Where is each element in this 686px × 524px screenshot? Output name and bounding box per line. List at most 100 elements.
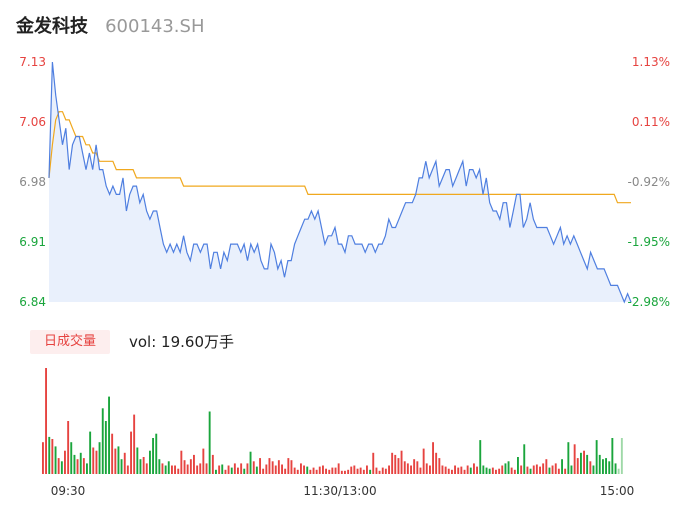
volume-bar — [473, 463, 475, 474]
volume-bar — [542, 463, 545, 474]
volume-bar — [290, 460, 293, 474]
volume-bar — [598, 454, 601, 474]
volume-bar — [48, 436, 51, 474]
volume-bar — [523, 444, 526, 474]
volume-bar — [199, 463, 202, 474]
volume-bar — [293, 467, 296, 474]
volume-bar — [328, 469, 331, 474]
volume-bar — [447, 468, 450, 474]
volume-bar — [149, 450, 151, 474]
volume-bar — [422, 448, 425, 474]
average-price-line — [48, 111, 631, 204]
volume-bar — [469, 467, 472, 474]
volume-bar — [441, 465, 444, 474]
volume-bar — [322, 465, 324, 474]
volume-bar — [488, 468, 491, 474]
volume-bar — [243, 468, 246, 474]
volume-bar — [318, 466, 321, 474]
volume-bar — [438, 458, 441, 474]
volume-bar — [262, 468, 265, 474]
volume-bar — [564, 468, 567, 474]
volume-bar — [605, 458, 607, 474]
volume-bar — [73, 454, 76, 474]
volume-bar — [517, 457, 519, 474]
volume-bar — [586, 454, 589, 474]
volume-bar — [567, 442, 570, 474]
volume-bar — [557, 468, 560, 474]
volume-bar — [337, 463, 340, 474]
volume-bar — [384, 468, 387, 474]
volume-bar — [620, 438, 623, 474]
stock-code: 600143.SH — [105, 16, 205, 37]
y-tick-label-right: -1.95% — [628, 235, 670, 249]
volume-bar — [76, 459, 79, 474]
volume-bar — [167, 461, 170, 474]
volume-bar — [218, 465, 221, 474]
volume-bar — [180, 450, 183, 474]
volume-bar — [161, 463, 164, 474]
volume-bar — [265, 464, 268, 474]
volume-bar — [614, 463, 617, 474]
volume-bar — [507, 461, 510, 474]
volume-bar — [136, 447, 139, 474]
volume-bar — [410, 465, 412, 474]
volume-bar — [126, 465, 129, 474]
volume-bar — [325, 468, 327, 474]
volume-bar — [277, 460, 280, 474]
volume-bar — [152, 438, 154, 474]
volume-bar — [413, 459, 416, 474]
volume-bar — [171, 465, 173, 474]
volume-bar — [416, 461, 419, 474]
y-tick-label-right: 1.13% — [632, 55, 670, 69]
volume-bar — [271, 461, 274, 474]
volume-bar — [570, 465, 573, 474]
volume-bar — [548, 467, 551, 474]
volume-bar — [347, 469, 350, 474]
y-tick-label-left: 6.98 — [19, 175, 46, 189]
volume-bar — [388, 465, 390, 474]
volume-bar — [611, 438, 614, 474]
volume-bar — [193, 454, 195, 474]
price-line — [48, 61, 632, 304]
volume-bar — [227, 465, 230, 474]
volume-bar — [501, 465, 504, 474]
volume-bar — [92, 447, 95, 474]
volume-bar — [539, 466, 541, 474]
volume-bar — [196, 465, 199, 474]
volume-bar — [340, 470, 343, 474]
volume-bar — [202, 448, 205, 474]
volume-bar — [331, 467, 334, 474]
volume-bar — [42, 442, 44, 474]
volume-bar — [296, 469, 299, 474]
volume-bar — [554, 463, 557, 474]
volume-bar — [406, 463, 409, 474]
volume-bar — [51, 439, 54, 474]
volume-bar — [208, 411, 211, 474]
volume-bar — [86, 463, 88, 474]
volume-bar — [205, 463, 208, 474]
volume-bar — [67, 421, 70, 474]
volume-bar — [98, 442, 101, 474]
volume-bar — [268, 458, 271, 474]
volume-bar — [117, 446, 120, 474]
volume-bar — [312, 467, 315, 474]
volume-bar — [444, 466, 447, 474]
volume-bar — [429, 465, 431, 474]
volume-bar — [526, 466, 529, 474]
y-tick-label-right: -2.98% — [628, 295, 670, 309]
volume-bar — [532, 465, 535, 474]
volume-bar — [403, 461, 406, 474]
volume-bar — [281, 464, 283, 474]
volume-badge[interactable]: 日成交量 — [30, 330, 110, 354]
volume-bar — [580, 452, 582, 474]
volume-bar — [369, 469, 372, 474]
volume-bar — [79, 452, 82, 474]
volume-bar — [284, 468, 287, 474]
volume-bar — [114, 448, 117, 474]
volume-bar — [504, 463, 507, 474]
volume-bar — [303, 465, 305, 474]
volume-bar — [425, 463, 428, 474]
volume-bar — [498, 468, 501, 474]
volume-bar — [589, 461, 592, 474]
volume-bar — [394, 454, 397, 474]
